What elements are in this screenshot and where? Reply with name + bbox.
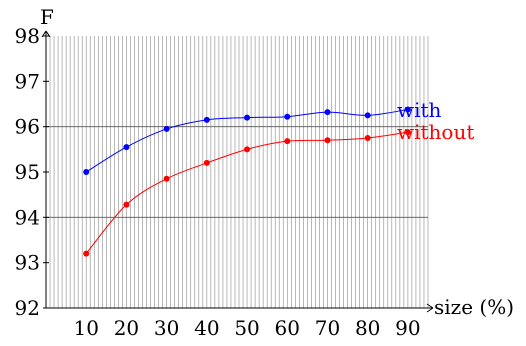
- y-tick-label: 94: [15, 205, 40, 229]
- y-tick-label: 98: [15, 24, 40, 48]
- data-point-with: [83, 169, 90, 175]
- x-tick-label: 30: [154, 316, 179, 340]
- x-tick-label: 50: [234, 316, 259, 340]
- tick-labels: 92 93 94 95 96 97 98 10 20 30 40 50 60 70 80 90: [15, 24, 421, 340]
- x-tick-label: 10: [73, 316, 98, 340]
- data-point-with: [123, 144, 130, 151]
- x-tick-label: 80: [355, 316, 380, 340]
- data-point-with: [324, 109, 331, 116]
- data-point-without: [364, 135, 371, 141]
- data-point-with: [284, 113, 291, 120]
- y-tick-label: 95: [15, 160, 40, 184]
- y-tick-label: 97: [15, 69, 40, 93]
- labels-layer: F size (%) with without: [40, 5, 514, 319]
- data-point-without: [203, 159, 210, 166]
- data-point-with: [404, 106, 411, 113]
- data-point-with: [364, 112, 371, 119]
- data-point-without: [163, 175, 170, 182]
- major-grid: [46, 126, 428, 218]
- y-tick-label: 96: [15, 115, 40, 139]
- x-tick-label: 90: [395, 316, 420, 340]
- data-point-with: [244, 114, 251, 121]
- data-point-without: [284, 138, 291, 145]
- x-tick-label: 60: [275, 316, 300, 340]
- y-axis-label: F: [40, 5, 54, 29]
- data-point-without: [404, 129, 411, 136]
- y-axis-arrow: [41, 30, 51, 38]
- data-point-with: [163, 125, 170, 132]
- x-axis-arrow: [426, 303, 434, 313]
- y-tick-label: 93: [15, 251, 40, 275]
- data-point-without: [244, 146, 251, 153]
- series-label-with: with: [397, 98, 442, 122]
- data-point-without: [324, 137, 331, 144]
- axes: [41, 30, 434, 313]
- x-tick-label: 40: [194, 316, 219, 340]
- series-layer: [83, 106, 411, 257]
- data-point-without: [83, 250, 90, 257]
- x-axis-label: size (%): [434, 295, 514, 319]
- y-tick-label: 92: [15, 296, 40, 320]
- x-tick-label: 70: [315, 316, 340, 340]
- minor-grid: [49, 36, 429, 308]
- series-label-without: without: [397, 120, 474, 144]
- data-point-without: [123, 201, 130, 208]
- x-tick-label: 20: [114, 316, 139, 340]
- data-point-with: [203, 116, 210, 123]
